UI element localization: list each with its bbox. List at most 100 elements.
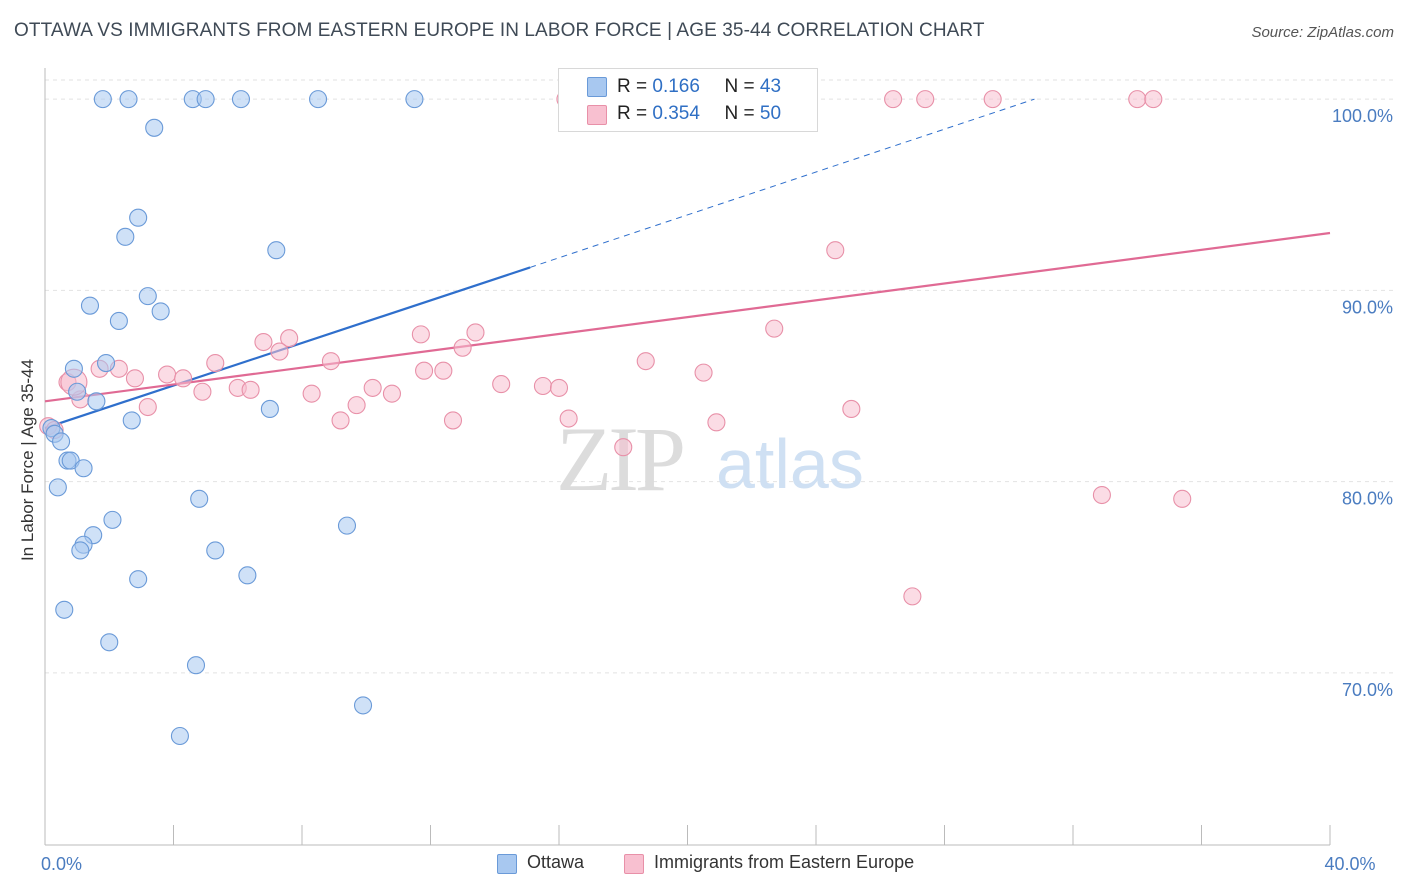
data-point-immigrants (492, 375, 511, 394)
data-point-ottawa (87, 392, 106, 411)
data-point-immigrants (533, 376, 552, 396)
data-point-immigrants (1173, 489, 1192, 508)
data-point-ottawa (145, 118, 164, 137)
trend-line-extension (529, 98, 1035, 268)
data-point-ottawa (109, 311, 128, 331)
r-value: 0.354 (652, 103, 700, 124)
axes (44, 68, 1331, 846)
data-point-immigrants (321, 352, 340, 371)
data-point-immigrants (241, 380, 260, 399)
data-point-immigrants (707, 413, 726, 432)
data-point-immigrants (174, 369, 193, 388)
r-label: R = (617, 103, 648, 124)
data-point-immigrants (466, 323, 485, 342)
data-point-immigrants (363, 378, 382, 397)
data-point-ottawa (122, 411, 141, 430)
data-point-immigrants (193, 382, 212, 401)
data-point-ottawa (119, 90, 138, 109)
source-label: Source: ZipAtlas.com (1251, 24, 1394, 41)
data-point-ottawa (231, 90, 251, 109)
data-point-ottawa (353, 696, 373, 715)
tick-labels: 70.0% 80.0% 90.0% 100.0% 0.0% 40.0% (41, 106, 1393, 874)
n-value: 43 (759, 76, 782, 97)
data-point-immigrants (884, 90, 903, 109)
data-point-immigrants (842, 399, 861, 419)
data-point-ottawa (68, 382, 87, 401)
data-point-ottawa (129, 208, 148, 227)
data-point-ottawa (138, 287, 157, 306)
y-tick-label: 100.0% (1332, 106, 1393, 126)
data-point-immigrants (443, 411, 463, 430)
data-point-immigrants (158, 365, 177, 384)
data-point-ottawa (151, 302, 170, 321)
data-point-immigrants (916, 90, 935, 109)
legend-row-ottawa: R = 0.166 N = 43 (617, 76, 781, 98)
y-tick-label: 90.0% (1342, 297, 1393, 317)
r-label: R = (617, 76, 648, 97)
data-point-ottawa (206, 541, 225, 560)
data-point-ottawa (74, 459, 93, 478)
bottom-legend-swatch-immigrants (624, 854, 644, 874)
y-tick-label: 80.0% (1342, 489, 1393, 509)
bottom-legend-immigrants: Immigrants from Eastern Europe (624, 852, 915, 874)
data-point-immigrants (694, 363, 713, 382)
data-point-immigrants (302, 384, 321, 403)
watermark-atlas: atlas (716, 425, 864, 503)
bottom-legend-ottawa: Ottawa (497, 852, 585, 874)
data-point-ottawa (93, 90, 112, 109)
data-point-ottawa (100, 633, 119, 652)
watermark: ZIP atlas (556, 408, 864, 510)
data-point-ottawa (48, 478, 67, 497)
data-point-immigrants (411, 325, 430, 344)
data-point-immigrants (331, 411, 350, 430)
data-point-ottawa (196, 90, 215, 109)
chart-title: OTTAWA VS IMMIGRANTS FROM EASTERN EUROPE… (14, 20, 985, 41)
trend-lines (44, 98, 1331, 430)
bottom-legend-label-immigrants: Immigrants from Eastern Europe (654, 852, 915, 872)
data-point-immigrants (453, 338, 472, 357)
n-value: 50 (759, 103, 782, 124)
data-point-immigrants (347, 396, 366, 415)
data-point-immigrants (614, 438, 633, 457)
data-point-ottawa (238, 566, 257, 585)
data-point-ottawa (186, 656, 206, 675)
legend-swatch-immigrants (587, 105, 607, 125)
data-point-ottawa (309, 90, 328, 109)
data-point-immigrants (1128, 90, 1147, 109)
data-point-ottawa (260, 399, 279, 419)
data-point-immigrants (1144, 90, 1163, 109)
data-point-ottawa (405, 90, 424, 109)
data-point-immigrants (254, 332, 273, 352)
x-tick-label: 0.0% (41, 854, 82, 874)
data-point-immigrants (903, 587, 922, 606)
data-point-ottawa (190, 489, 209, 508)
data-point-ottawa (96, 353, 116, 373)
data-point-immigrants (206, 353, 225, 373)
data-point-immigrants (280, 329, 299, 348)
data-point-ottawa (129, 570, 148, 589)
data-point-ottawa (55, 600, 74, 619)
y-axis-label: In Labor Force | Age 35-44 (18, 359, 37, 561)
data-point-immigrants (559, 409, 578, 428)
data-point-ottawa (64, 359, 83, 378)
data-point-immigrants (983, 90, 1002, 109)
bottom-legend-swatch-ottawa (497, 854, 517, 874)
legend-row-immigrants: R = 0.354 N = 50 (617, 103, 781, 125)
data-point-immigrants (826, 241, 845, 260)
bottom-legend-label-ottawa: Ottawa (527, 852, 585, 872)
data-point-immigrants (125, 369, 144, 388)
data-point-immigrants (415, 361, 434, 380)
data-point-ottawa (103, 510, 122, 529)
data-point-immigrants (382, 384, 402, 403)
legend-swatch-ottawa (587, 77, 607, 97)
n-label: N = (724, 76, 755, 97)
n-label: N = (724, 103, 755, 124)
data-point-ottawa (267, 241, 286, 260)
x-tick-label: 40.0% (1324, 854, 1375, 874)
data-point-immigrants (434, 361, 453, 380)
data-point-ottawa (71, 541, 90, 560)
trend-line-immigrants (44, 231, 1331, 403)
data-point-immigrants (270, 342, 289, 361)
watermark-zip: ZIP (556, 408, 683, 510)
data-point-ottawa (337, 516, 357, 535)
